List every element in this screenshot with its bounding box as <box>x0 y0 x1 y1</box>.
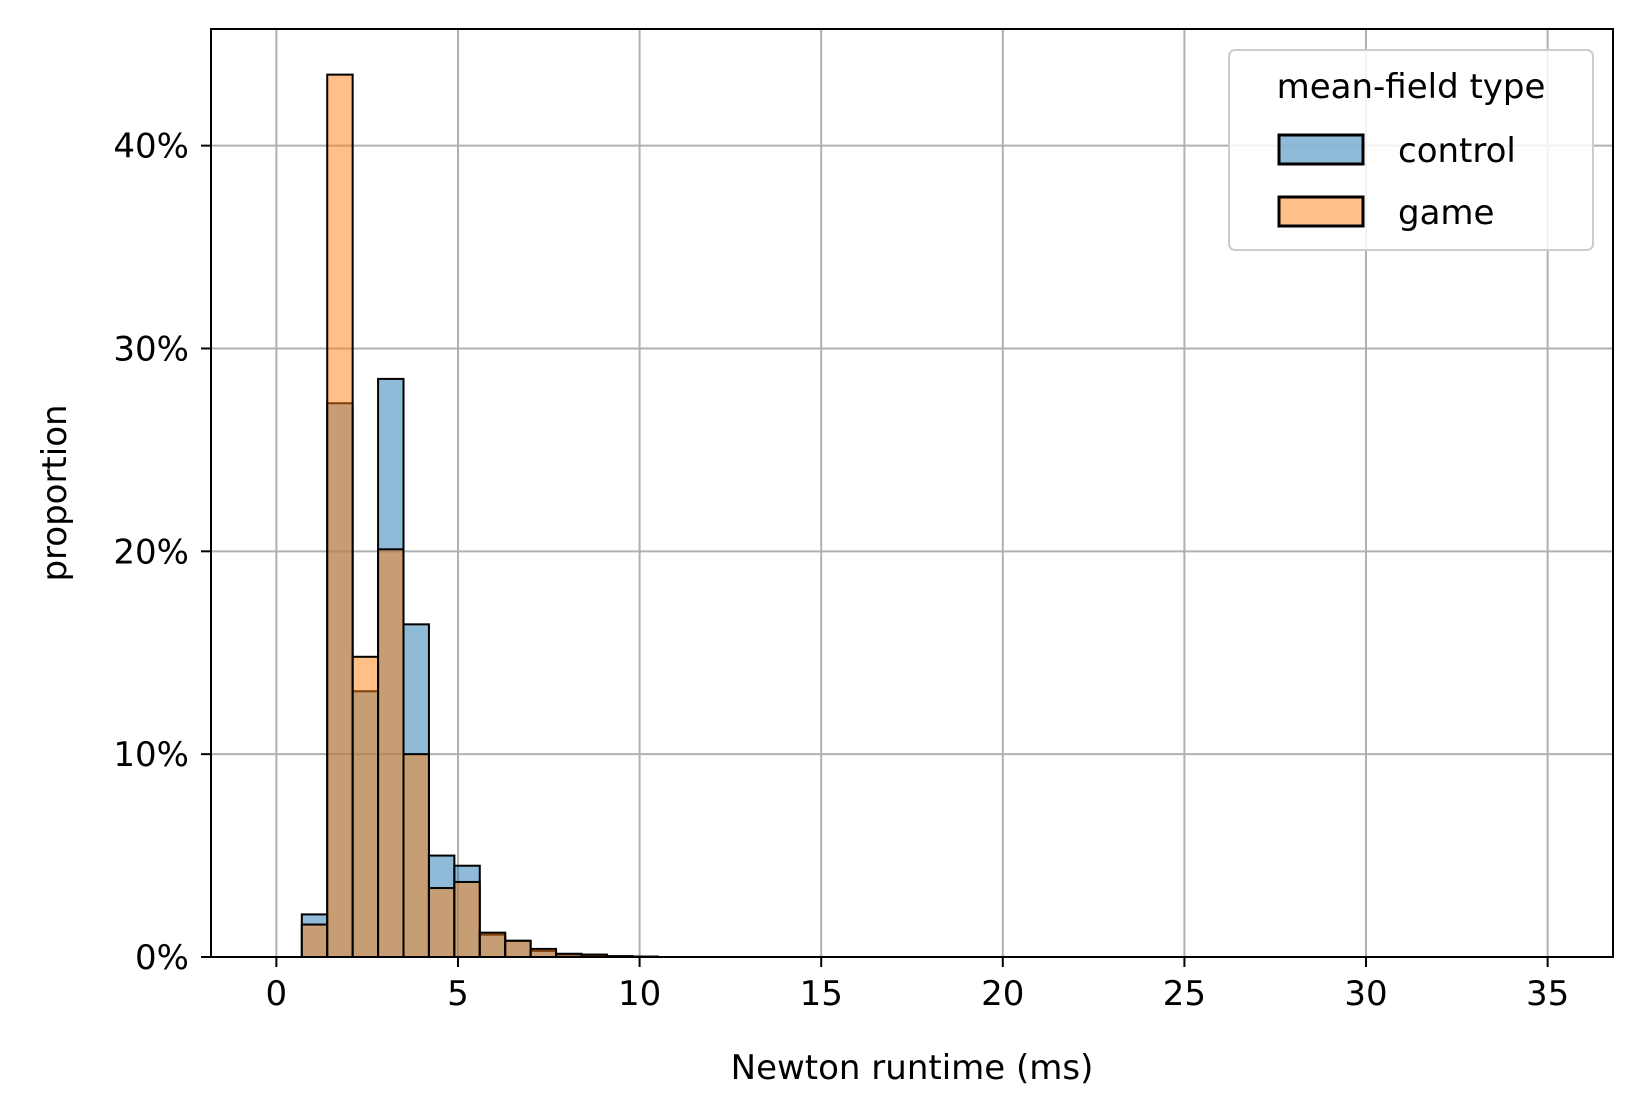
y-tick-label-3: 30% <box>113 329 189 369</box>
bar-game-7 <box>480 933 505 957</box>
bar-game-1 <box>327 75 352 957</box>
legend-label-game: game <box>1398 193 1494 233</box>
legend-swatch-game <box>1279 197 1363 226</box>
bar-game-6 <box>454 882 479 957</box>
x-tick-label-1: 5 <box>447 974 469 1014</box>
x-tick-label-0: 0 <box>266 974 288 1014</box>
x-tick-label-2: 10 <box>618 974 661 1014</box>
y-tick-label-2: 20% <box>113 532 189 572</box>
legend-swatch-control <box>1279 135 1363 164</box>
bar-game-9 <box>531 949 556 957</box>
x-tick-label-3: 15 <box>800 974 843 1014</box>
y-tick-label-0: 0% <box>135 938 189 978</box>
bar-game-0 <box>302 925 327 957</box>
y-axis-label: proportion <box>35 404 75 581</box>
y-tick-label-4: 40% <box>113 127 189 167</box>
y-tick-label-1: 10% <box>113 735 189 775</box>
legend: mean-field type control game <box>1229 50 1593 250</box>
x-tick-label-5: 25 <box>1163 974 1206 1014</box>
bar-game-5 <box>429 888 454 957</box>
bar-game-3 <box>378 549 403 957</box>
x-axis-label: Newton runtime (ms) <box>731 1048 1094 1088</box>
legend-label-control: control <box>1398 131 1516 171</box>
x-tick-label-4: 20 <box>981 974 1024 1014</box>
x-tick-label-6: 30 <box>1344 974 1387 1014</box>
x-tick-label-7: 35 <box>1526 974 1569 1014</box>
bar-game-8 <box>505 941 530 957</box>
bar-game-2 <box>353 657 378 957</box>
legend-title: mean-field type <box>1277 67 1546 107</box>
bar-game-4 <box>404 754 429 957</box>
